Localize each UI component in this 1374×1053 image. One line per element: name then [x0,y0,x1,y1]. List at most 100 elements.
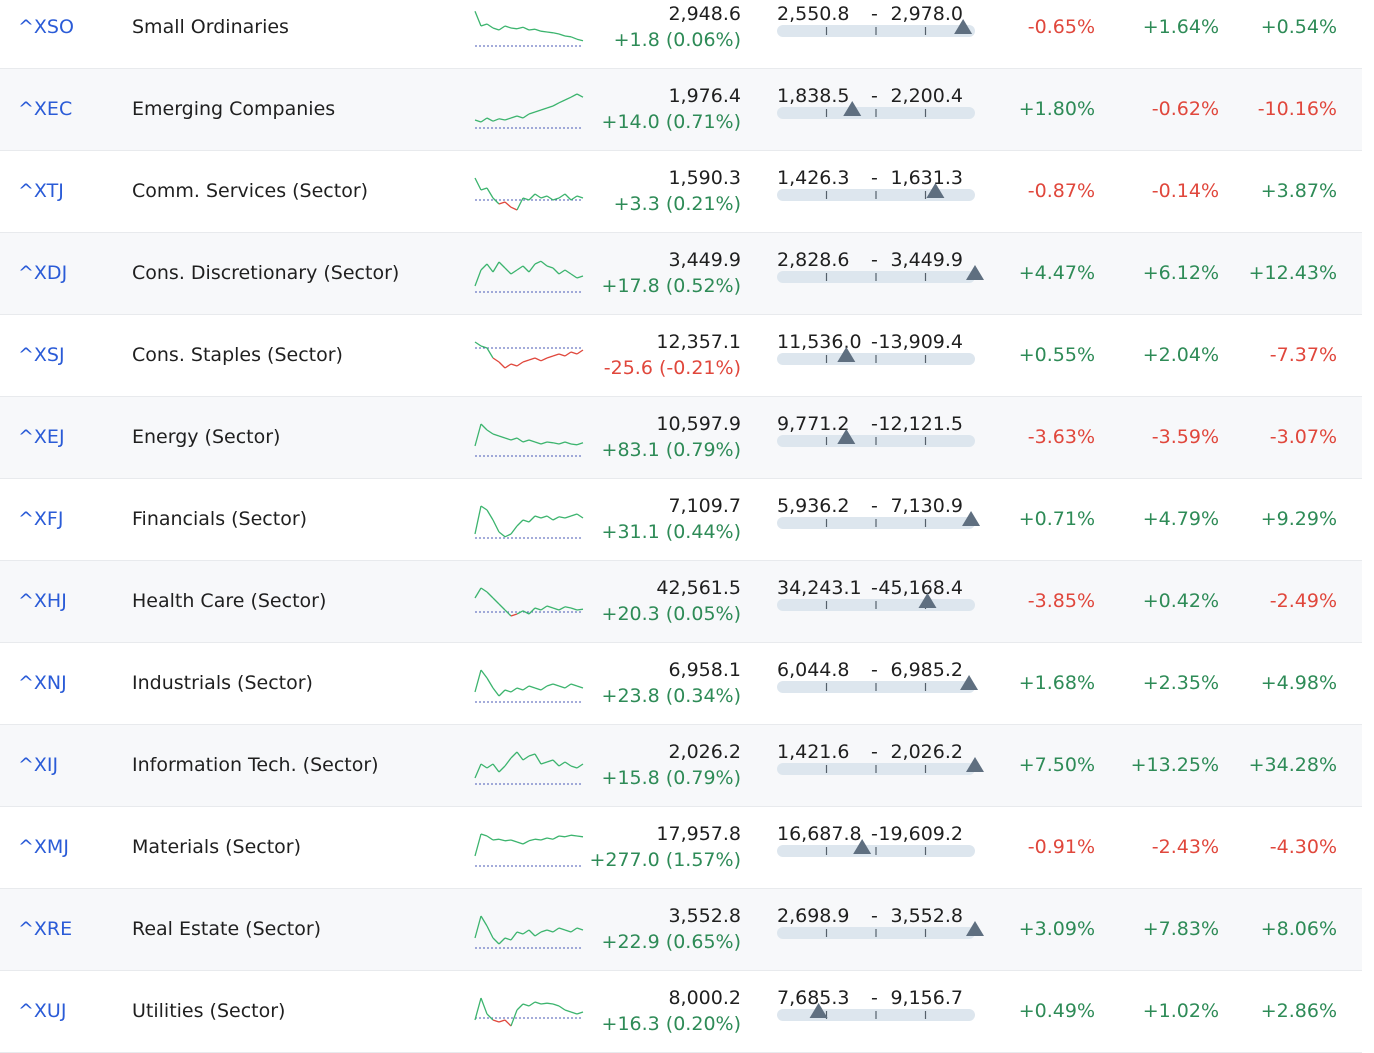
range-separator: - [871,577,878,599]
range-low: 1,421.6 [777,741,850,763]
table-row[interactable]: ^XUJ Utilities (Sector) 8,000.2 +16.3 (0.20… [0,971,1362,1053]
index-code-link[interactable]: ^XEC [18,98,73,120]
sparkline-segment [534,357,542,362]
table-row[interactable]: ^XFJ Financials (Sector) 7,109.7 +31.1 (0.4… [0,479,1362,561]
sparkline-segment [528,28,536,31]
sparkline-segment [480,23,488,27]
table-row[interactable]: ^XMJ Materials (Sector) 17,957.8 +277.0 (1.… [0,807,1362,889]
sparkline-segment [558,441,566,445]
last-price: 6,958.1 [668,659,741,681]
range-low: 7,685.3 [777,987,850,1009]
table-row[interactable]: ^XIJ Information Tech. (Sector) 2,026.2 +15… [0,725,1362,807]
sparkline-segment [570,1011,578,1015]
table-row[interactable]: ^XNJ Industrials (Sector) 6,958.1 +23.8 (0.… [0,643,1362,725]
sparkline-segment [564,761,572,767]
index-code-link[interactable]: ^XNJ [18,672,67,694]
range-high: 3,552.8 [890,905,963,927]
last-price: 3,552.8 [668,905,741,927]
range-separator: - [871,495,878,517]
price-change: +16.3 (0.20%) [601,1013,741,1035]
index-code-link[interactable]: ^XIJ [18,754,59,776]
range-marker-icon [966,265,984,280]
sparkline-segment [534,441,542,445]
price-change: -25.6 (-0.21%) [603,357,741,379]
sparkline-segment [498,689,506,697]
period-change-1: +0.49% [1018,1000,1095,1022]
sparkline-segment [486,925,494,939]
table-row[interactable]: ^XDJ Cons. Discretionary (Sector) 3,449.9 +… [0,233,1362,315]
index-code-link[interactable]: ^XDJ [18,262,68,284]
range-low: 6,044.8 [777,659,850,681]
range-marker-icon [843,101,862,116]
table-row[interactable]: ^XTJ Comm. Services (Sector) 1,590.3 +3.3 (… [0,151,1362,233]
table-row[interactable]: ^XSO Small Ordinaries 2,948.6 +1.8 (0.06%) 2… [0,0,1362,69]
sparkline-segment [540,30,548,33]
period-change-1: +1.68% [1018,672,1095,694]
index-code-link[interactable]: ^XRE [18,918,73,940]
table-row[interactable]: ^XEJ Energy (Sector) 10,597.9 +83.1 (0.79%)… [0,397,1362,479]
index-code-link[interactable]: ^XEJ [18,426,65,448]
sparkline-segment [564,606,572,609]
index-code-link[interactable]: ^XSJ [18,344,65,366]
index-name: Financials (Sector) [132,508,308,530]
table-row[interactable]: ^XSJ Cons. Staples (Sector) 12,357.1 -25.6 … [0,315,1362,397]
sparkline-segment [480,263,488,271]
sparkline-segment [576,38,584,42]
table-row[interactable]: ^XEC Emerging Companies 1,976.4 +14.0 (0.71… [0,69,1362,151]
sparkline-segment [540,195,548,199]
sparkline-segment [576,763,584,769]
index-code-link[interactable]: ^XMJ [18,836,69,858]
range-marker-icon [837,429,856,444]
sparkline-segment [504,757,512,767]
period-change-3: -4.30% [1269,836,1337,858]
index-code-link[interactable]: ^XUJ [18,1000,67,1022]
range-low: 34,243.1 [777,577,862,599]
sparkline-segment [558,606,566,611]
sparkline-segment [474,763,482,779]
index-code-link[interactable]: ^XHJ [18,590,67,612]
period-change-2: +1.64% [1142,16,1219,38]
period-change-2: +0.42% [1142,590,1219,612]
period-change-3: +0.54% [1260,16,1337,38]
price-change: +1.8 (0.06%) [613,29,741,51]
last-price: 1,590.3 [668,167,741,189]
sparkline-segment [534,260,542,265]
table-row[interactable]: ^XRE Real Estate (Sector) 3,552.8 +22.9 (0.… [0,889,1362,971]
price-change: +31.1 (0.44%) [601,521,741,543]
range-separator: - [871,987,878,1009]
period-change-3: +12.43% [1248,262,1337,284]
table-row[interactable]: ^XHJ Health Care (Sector) 42,561.5 +20.3 (0… [0,561,1362,643]
index-name: Real Estate (Sector) [132,918,322,940]
index-name: Small Ordinaries [132,16,289,38]
range-bar [777,19,975,37]
sparkline-segment [528,838,536,842]
range-low: 1,838.5 [777,85,850,107]
index-code-link[interactable]: ^XTJ [18,180,64,202]
sparkline-segment [492,261,500,273]
sparkline-segment [474,997,482,1021]
sparkline-segment [480,587,488,593]
index-code-link[interactable]: ^XSO [18,16,74,38]
sparkline-segment [540,357,548,362]
period-change-2: +4.79% [1142,508,1219,530]
range-marker-icon [962,511,981,526]
sparkline-segment [528,753,536,757]
sparkline-chart [474,662,584,708]
sparkline-segment [546,683,554,687]
sparkline-chart [474,826,584,872]
range-marker-icon [966,757,984,772]
sparkline-segment [510,115,518,119]
sparkline-segment [564,351,572,357]
range-bar [777,921,984,939]
sparkline-segment [576,349,584,355]
sparkline-segment [546,1002,554,1005]
sparkline-segment [480,423,488,431]
period-change-2: -0.62% [1151,98,1219,120]
sparkline-segment [576,608,584,611]
sparkline-segment [522,113,530,119]
sparkline-segment [528,193,536,201]
sparkline-segment [564,96,572,101]
sparkline-segment [474,833,482,857]
sparkline-segment [534,931,542,937]
index-code-link[interactable]: ^XFJ [18,508,64,530]
